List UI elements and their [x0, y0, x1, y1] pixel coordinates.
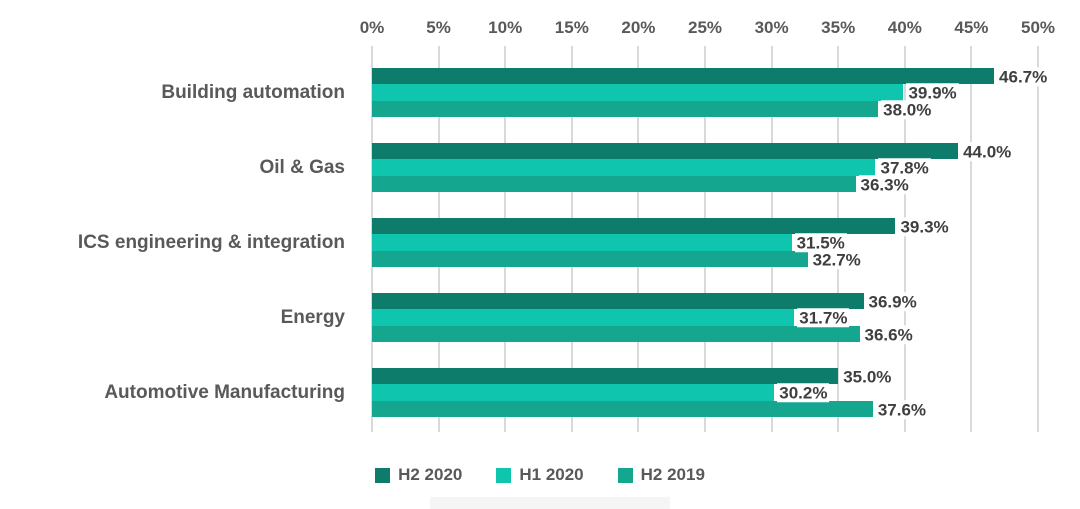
bar-group: 36.9% 31.7% 36.6%: [372, 292, 1038, 345]
value-label: 38.0%: [881, 100, 934, 120]
bar-row: 38.0%: [372, 100, 1038, 120]
x-axis-tick-label: 20%: [621, 18, 656, 37]
value-label: 35.0%: [841, 367, 894, 387]
bar: 39.9%: [372, 83, 959, 103]
bar: 37.8%: [372, 158, 931, 178]
legend-label: H2 2019: [640, 465, 705, 484]
legend-swatch: [617, 467, 633, 483]
value-label: 37.6%: [875, 400, 929, 420]
value-label: 31.5%: [794, 233, 847, 253]
x-axis-tick-label: 40%: [887, 18, 922, 37]
bar-row: 39.3%: [372, 217, 1038, 237]
category-label: ICS engineering & integration: [77, 231, 345, 253]
x-axis-tick-label: 35%: [821, 18, 856, 37]
gridline: [903, 46, 906, 432]
value-label: 30.2%: [777, 383, 830, 403]
bar-row: 39.9%: [372, 83, 1038, 103]
gridline: [970, 46, 973, 432]
legend-label: H1 2020: [519, 465, 584, 484]
bar-group: 35.0% 30.2% 37.6%: [372, 367, 1038, 420]
x-axis-tick-label: 30%: [754, 18, 789, 37]
x-axis-tick-label: 25%: [687, 18, 723, 37]
bar: 38.0%: [372, 100, 934, 120]
bar-group: 44.0% 37.8% 36.3%: [372, 142, 1038, 195]
bar-row: 44.0%: [372, 142, 1038, 162]
bar-row: 37.6%: [372, 400, 1038, 420]
value-label: 44.0%: [961, 142, 1014, 162]
bar-row: 35.0%: [372, 367, 1038, 387]
bar-row: 36.3%: [372, 175, 1038, 195]
category-label: Energy: [280, 306, 345, 328]
category-label: Oil & Gas: [259, 156, 345, 178]
category-label: Building automation: [161, 81, 345, 103]
bar: 30.2%: [372, 383, 830, 403]
value-label: 36.3%: [858, 175, 911, 195]
bar-row: 36.6%: [372, 325, 1038, 345]
bar: 31.5%: [372, 233, 847, 253]
bar-row: 46.7%: [372, 67, 1050, 87]
bar-row: 30.2%: [372, 383, 1038, 403]
x-axis-tick-label: 50%: [1020, 18, 1056, 37]
legend-item: H2 2020: [375, 465, 462, 485]
gridline: [1037, 46, 1039, 432]
value-label: 36.6%: [862, 325, 915, 345]
bar-group: 46.7% 39.9% 38.0%: [372, 67, 1050, 120]
bar-row: 36.9%: [372, 292, 1038, 312]
value-label: 31.7%: [797, 308, 850, 328]
x-axis-tick-label: 45%: [954, 18, 989, 37]
bar: 36.3%: [372, 175, 911, 195]
legend-item: H2 2019: [617, 465, 705, 485]
value-label: 39.3%: [898, 217, 951, 237]
legend: H2 2020 H1 2020 H2 2019: [0, 463, 1080, 487]
value-label: 36.9%: [866, 292, 919, 312]
legend-label: H2 2020: [398, 465, 463, 484]
value-label: 32.7%: [810, 250, 863, 270]
bar: 36.6%: [372, 325, 915, 345]
value-label: 39.9%: [906, 83, 959, 103]
x-axis-tick-label: 0%: [359, 18, 385, 37]
bar-group: 39.3% 31.5% 32.7%: [372, 217, 1038, 270]
bar: 39.3%: [372, 217, 951, 237]
x-axis-tick-label: 5%: [426, 18, 451, 37]
bar: 36.9%: [372, 292, 919, 312]
legend-item: H1 2020: [496, 465, 584, 485]
bar-row: 37.8%: [372, 158, 1038, 178]
value-label: 37.8%: [878, 158, 931, 178]
bar: 31.7%: [372, 308, 850, 328]
bar: 46.7%: [372, 67, 1050, 87]
bar: 32.7%: [372, 250, 863, 270]
bar: 37.6%: [372, 400, 929, 420]
legend-swatch: [375, 467, 391, 483]
bottom-artifact: [430, 497, 670, 509]
bar-row: 31.7%: [372, 308, 1038, 328]
bar-row: 31.5%: [372, 233, 1038, 253]
bar: 35.0%: [372, 367, 894, 387]
bar-row: 32.7%: [372, 250, 1038, 270]
category-label: Automotive Manufacturing: [104, 381, 345, 403]
legend-swatch: [496, 467, 512, 483]
value-label: 46.7%: [997, 67, 1050, 87]
x-axis-tick-label: 15%: [554, 18, 589, 37]
x-axis-tick-label: 10%: [488, 18, 523, 37]
bar: 44.0%: [372, 142, 1014, 162]
